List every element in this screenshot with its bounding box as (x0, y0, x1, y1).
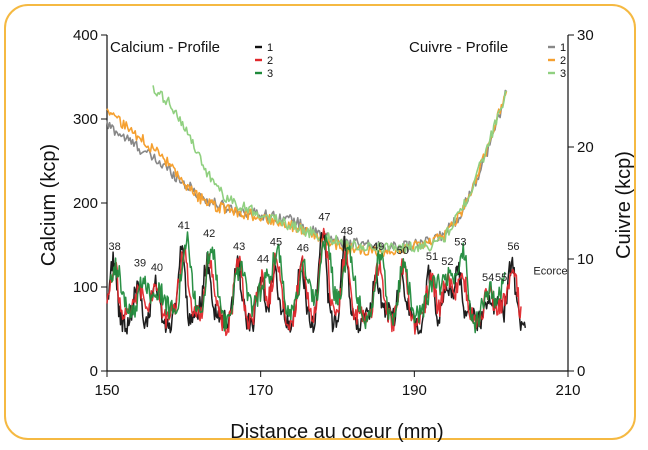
legends: Calcium - Profile Cuivre - Profile 12312… (110, 39, 566, 80)
peak-label: 50 (397, 245, 409, 257)
peak-label: 53 (454, 237, 466, 249)
peak-label: 51 (426, 251, 438, 263)
legend-right-label: 3 (560, 68, 566, 80)
legend-left-label: 2 (267, 55, 273, 67)
legend-left-label: 1 (267, 42, 273, 54)
legend-left-label: 3 (267, 68, 273, 80)
x-tick-label: 190 (402, 382, 427, 399)
legend-right-title: Cuivre - Profile (409, 39, 508, 56)
peak-label: 45 (270, 237, 282, 249)
y2-tick-label: 0 (577, 363, 585, 380)
peak-label: 41 (178, 220, 190, 232)
cuivre-series-line-2 (106, 90, 508, 257)
peak-label: 55 (495, 272, 507, 284)
peak-label: 43 (233, 241, 245, 253)
y2-tick-label: 20 (577, 139, 594, 156)
legend-right-label: 2 (560, 55, 566, 67)
peak-label: 47 (318, 211, 330, 223)
calcium-lines (106, 227, 527, 337)
x-tick-label: 170 (248, 382, 273, 399)
y2-axis-title: Cuivre (kcp) (613, 151, 635, 259)
cuivre-series-line-3 (152, 85, 508, 255)
peak-label: 46 (297, 242, 309, 254)
peak-label: 39 (134, 258, 146, 270)
peak-label: 48 (341, 226, 353, 238)
x-axis-title: Distance au coeur (mm) (230, 421, 443, 443)
cuivre-lines (106, 85, 508, 257)
y-tick-label: 0 (90, 363, 98, 380)
peak-label: 54 (482, 272, 494, 284)
y2-tick-label: 10 (577, 251, 594, 268)
legend-left-title: Calcium - Profile (110, 39, 220, 56)
peak-label: 56 (507, 241, 519, 253)
calcium-series-line-3 (109, 231, 507, 334)
chart-frame (4, 4, 636, 440)
calcium-series-line-2 (106, 227, 522, 337)
peak-label: 38 (109, 241, 121, 253)
peak-label: 52 (441, 256, 453, 268)
peak-label: 44 (257, 253, 269, 265)
y-tick-label: 200 (73, 195, 98, 212)
legend-right-label: 1 (560, 42, 566, 54)
y-tick-label: 100 (73, 279, 98, 296)
peak-label: 42 (203, 228, 215, 240)
y-tick-label: 400 (73, 27, 98, 44)
x-tick-label: 210 (555, 382, 580, 399)
peak-label: 49 (372, 241, 384, 253)
ecorce-label: Ecorce (533, 265, 567, 277)
peak-label: 40 (151, 262, 163, 274)
y2-tick-label: 30 (577, 27, 594, 44)
y-tick-label: 300 (73, 111, 98, 128)
x-tick-label: 150 (94, 382, 119, 399)
y-axis-title: Calcium (kcp) (38, 144, 60, 266)
